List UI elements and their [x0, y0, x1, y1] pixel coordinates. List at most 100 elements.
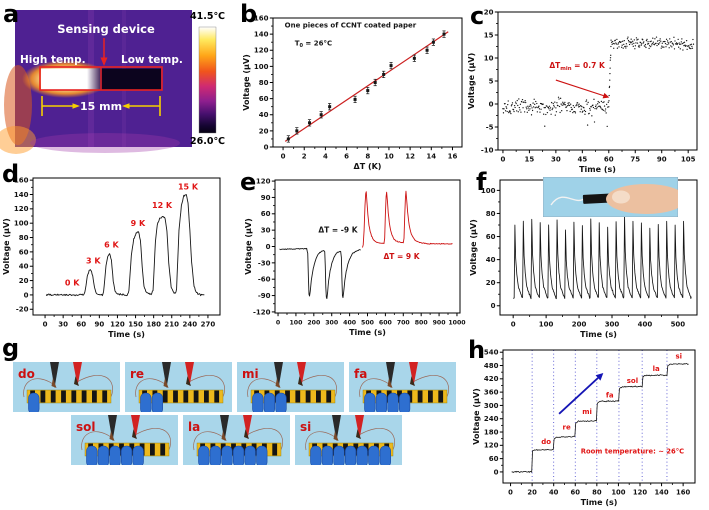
inset-wire — [550, 196, 586, 206]
red-clip-icon — [131, 415, 140, 439]
svg-text:160: 160 — [254, 14, 269, 22]
svg-text:300: 300 — [325, 320, 339, 327]
lead-wire — [23, 378, 54, 398]
svg-text:20: 20 — [19, 277, 29, 285]
svg-text:0: 0 — [24, 291, 29, 299]
svg-text:-90: -90 — [258, 292, 271, 300]
svg-text:si: si — [676, 352, 683, 360]
svg-text:100: 100 — [289, 320, 303, 327]
series-finger-touch-pulses — [513, 214, 692, 300]
svg-text:40: 40 — [549, 489, 559, 497]
svg-text:Time (s): Time (s) — [580, 330, 617, 339]
svg-text:30: 30 — [261, 227, 271, 235]
note-photo-cell-re: re — [125, 362, 232, 416]
svg-text:Time (s): Time (s) — [579, 165, 616, 174]
note-label: sol — [76, 420, 96, 434]
svg-text:Time (s): Time (s) — [349, 328, 386, 337]
svg-text:ΔT = 9 K: ΔT = 9 K — [383, 252, 420, 261]
y-axis: -20 0 20 40 60 80 100 120 140 160 Voltage (μV) — [2, 177, 33, 314]
svg-text:0: 0 — [494, 468, 499, 476]
svg-text:80: 80 — [19, 234, 29, 242]
series-linear-fit — [284, 31, 449, 142]
x-axis: 0 100 200 300 400 500 600 700 800 900 1000 Time (s) — [276, 313, 466, 337]
svg-text:160: 160 — [14, 177, 29, 185]
svg-text:900: 900 — [433, 320, 447, 327]
svg-text:0: 0 — [276, 320, 281, 327]
device-strip — [250, 389, 336, 404]
svg-text:100: 100 — [611, 489, 625, 497]
y-axis: -120 -90 -60 -30 0 30 60 90 120 Voltage (μV) — [244, 177, 275, 316]
svg-text:-30: -30 — [258, 259, 271, 267]
svg-text:540: 540 — [484, 349, 499, 357]
svg-text:8: 8 — [365, 153, 370, 161]
svg-text:16: 16 — [448, 153, 458, 161]
panel-letter-h: h — [468, 336, 486, 364]
x-axis: 0 100 200 300 400 500 Time (s) — [511, 315, 685, 339]
device-strip — [26, 389, 112, 404]
svg-text:0: 0 — [508, 489, 513, 497]
svg-text:Voltage (μV): Voltage (μV) — [469, 219, 478, 276]
svg-text:200: 200 — [307, 320, 321, 327]
red-clip-icon — [409, 362, 418, 386]
svg-text:60: 60 — [571, 489, 581, 497]
note-photo-si: si — [295, 415, 402, 468]
svg-text:140: 140 — [654, 489, 668, 497]
svg-text:Voltage (μV): Voltage (μV) — [468, 53, 476, 110]
svg-text:0: 0 — [501, 156, 506, 164]
svg-text:480: 480 — [484, 362, 499, 370]
note-photo-cell-sol: sol — [71, 415, 178, 469]
svg-text:20: 20 — [259, 127, 269, 135]
black-clip-icon — [274, 362, 283, 388]
svg-text:fa: fa — [606, 391, 614, 399]
svg-text:One pieces of CCNT coated pape: One pieces of CCNT coated paper — [285, 22, 417, 30]
svg-text:10: 10 — [384, 153, 394, 161]
svg-text:0: 0 — [264, 143, 269, 151]
svg-text:60: 60 — [261, 210, 271, 218]
svg-text:Voltage (μV): Voltage (μV) — [244, 218, 253, 275]
svg-text:sol: sol — [627, 377, 638, 385]
svg-text:40: 40 — [19, 263, 29, 271]
svg-text:ΔT = -9 K: ΔT = -9 K — [318, 225, 358, 234]
svg-text:0 K: 0 K — [65, 279, 80, 288]
note-photo-sol: sol — [71, 415, 178, 468]
note-photo-re: re — [125, 362, 232, 415]
series-heating-plus-9K — [362, 190, 453, 248]
red-clip-icon — [73, 362, 82, 386]
lead-wire — [135, 378, 166, 398]
temp-min-label: 26.0℃ — [190, 136, 225, 147]
svg-text:140: 140 — [254, 31, 269, 39]
temperature-colorbar — [198, 26, 217, 134]
svg-text:3 K: 3 K — [86, 256, 101, 265]
device-strip — [138, 389, 224, 404]
x-axis: 0 20 40 60 80 100 120 140 160 Time (s) — [508, 483, 690, 507]
svg-text:270: 270 — [201, 321, 216, 329]
lead-wire — [81, 431, 112, 451]
y-axis: 0 60 120 180 240 300 360 420 480 540 Voltage (μV) — [472, 349, 503, 476]
svg-text:-10: -10 — [481, 146, 494, 154]
svg-text:20: 20 — [527, 489, 537, 497]
svg-text:400: 400 — [343, 320, 357, 327]
red-clip-icon — [185, 362, 194, 386]
svg-text:Voltage (μV): Voltage (μV) — [2, 218, 11, 275]
svg-text:15 K: 15 K — [178, 182, 199, 191]
note-label: fa — [354, 367, 367, 381]
svg-text:300: 300 — [484, 402, 499, 410]
lead-wire — [193, 431, 224, 451]
svg-text:la: la — [653, 365, 660, 373]
svg-text:90: 90 — [261, 194, 271, 202]
svg-text:re: re — [563, 423, 571, 431]
note-photo-cell-la: la — [183, 415, 290, 469]
svg-text:80: 80 — [592, 489, 602, 497]
svg-text:4: 4 — [323, 153, 328, 161]
svg-text:ΔTmin = 0.7 K: ΔTmin = 0.7 K — [549, 61, 606, 72]
svg-text:140: 140 — [14, 191, 29, 199]
svg-text:15: 15 — [484, 31, 494, 39]
svg-text:100: 100 — [14, 220, 29, 228]
y-axis: -10 -5 0 5 10 15 20 Voltage (μV) — [468, 8, 498, 154]
dimension-lines — [41, 96, 161, 116]
black-clip-icon — [220, 415, 229, 441]
svg-text:60: 60 — [486, 233, 496, 241]
chart-finger-pulses: 0 100 200 300 400 500 Time (s) 0 20 40 60 80 100 Volt… — [469, 179, 698, 339]
svg-text:0: 0 — [43, 321, 48, 329]
